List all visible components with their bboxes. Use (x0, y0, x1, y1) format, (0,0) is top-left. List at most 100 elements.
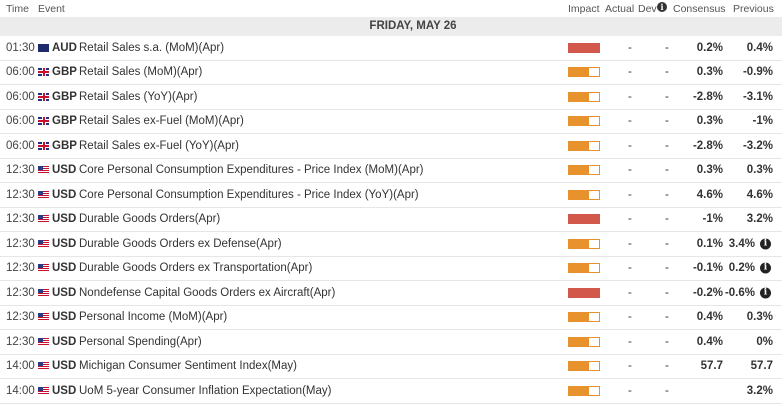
event-time: 12:30 (6, 286, 35, 299)
consensus-value: 0.3% (696, 66, 723, 79)
deviation-value: - (665, 384, 669, 397)
consensus-value: -0.1% (692, 262, 723, 275)
actual-value: - (628, 213, 632, 226)
event-time: 12:30 (6, 237, 35, 250)
event-time: 14:00 (6, 360, 35, 373)
event-row[interactable]: 12:30 USD Core Personal Consumption Expend… (0, 159, 782, 183)
deviation-value: - (665, 311, 669, 324)
column-header: Dev (638, 3, 657, 15)
impact-indicator (568, 336, 600, 347)
event-row[interactable]: 14:00 USD Michigan Consumer Sentiment Inde… (0, 355, 782, 379)
previous-value: 0.4% (746, 41, 773, 54)
previous-value: 0.2% (728, 262, 755, 275)
currency: USD (52, 360, 77, 373)
previous-value: -1% (752, 115, 773, 128)
event-time: 06:00 (6, 90, 35, 103)
event-name[interactable]: Retail Sales ex-Fuel (MoM)(Apr) (79, 115, 244, 128)
event-name[interactable]: Retail Sales (MoM)(Apr) (79, 66, 203, 79)
event-name[interactable]: Durable Goods Orders ex Transportation(A… (79, 262, 313, 275)
event-time: 12:30 (6, 164, 35, 177)
event-name[interactable]: Nondefense Capital Goods Orders ex Aircr… (79, 286, 336, 299)
info-icon[interactable]: i (657, 2, 667, 12)
currency: GBP (52, 139, 77, 152)
event-row[interactable]: 06:00 GBP Retail Sales ex-Fuel (YoY)(Apr) -… (0, 134, 782, 159)
deviation-value: - (665, 66, 669, 79)
consensus-value: 0.4% (696, 335, 723, 348)
event-time: 12:30 (6, 335, 35, 348)
impact-indicator (568, 238, 600, 249)
actual-value: - (628, 286, 632, 299)
currency: USD (52, 262, 77, 275)
actual-value: - (628, 115, 632, 128)
event-name[interactable]: Retail Sales s.a. (MoM)(Apr) (79, 41, 225, 54)
actual-value: - (628, 90, 632, 103)
event-row[interactable]: 12:30 USD Durable Goods Orders ex Defense(… (0, 232, 782, 257)
column-header: Event (38, 3, 65, 15)
event-row[interactable]: 06:00 GBP Retail Sales (YoY)(Apr) - - -2.8% -3… (0, 85, 782, 110)
event-name[interactable]: Personal Spending(Apr) (79, 335, 202, 348)
event-name[interactable]: Retail Sales (YoY)(Apr) (79, 90, 198, 103)
currency: USD (52, 286, 77, 299)
column-header: Impact (568, 3, 600, 15)
date-label: FRIDAY, MAY 26 (369, 20, 457, 32)
deviation-value: - (665, 90, 669, 103)
event-row[interactable]: 14:00 USD UoM 5-year Consumer Inflation Ex… (0, 379, 782, 404)
revision-info-icon[interactable]: i (760, 238, 771, 250)
event-time: 12:30 (6, 213, 35, 226)
event-name[interactable]: Michigan Consumer Sentiment Index(May) (79, 360, 297, 373)
date-row: FRIDAY, MAY 26 (0, 17, 782, 36)
impact-indicator (568, 67, 600, 78)
event-row[interactable]: 01:30 AUD Retail Sales s.a. (MoM)(Apr) - - 0.… (0, 36, 782, 61)
event-row[interactable]: 12:30 USD Durable Goods Orders(Apr) - - -1% 3.… (0, 208, 782, 232)
currency: GBP (52, 90, 77, 103)
previous-value: 4.6% (746, 188, 773, 201)
impact-indicator (568, 287, 600, 298)
header: Time Event Impact Actual Dev i Consensus… (0, 0, 782, 17)
deviation-value: - (665, 286, 669, 299)
event-row[interactable]: 12:30 USD Personal Spending(Apr) - - 0.4% 0% (0, 330, 782, 355)
event-time: 06:00 (6, 66, 35, 79)
column-header: Actual (605, 3, 635, 15)
impact-indicator (568, 361, 600, 372)
impact-indicator (568, 91, 600, 102)
event-name[interactable]: Durable Goods Orders(Apr) (79, 213, 221, 226)
previous-value: -0.6% (724, 286, 755, 299)
currency: USD (52, 311, 77, 324)
event-row[interactable]: 06:00 GBP Retail Sales ex-Fuel (MoM)(Apr) -… (0, 110, 782, 134)
impact-indicator (568, 214, 600, 225)
deviation-value: - (665, 164, 669, 177)
event-time: 06:00 (6, 115, 35, 128)
revision-info-icon[interactable]: i (760, 262, 771, 274)
event-name[interactable]: UoM 5-year Consumer Inflation Expectatio… (79, 384, 332, 397)
consensus-value: 0.1% (696, 237, 723, 250)
actual-value: - (628, 360, 632, 373)
revision-info-icon[interactable]: i (760, 287, 771, 299)
currency-flag (38, 288, 49, 297)
event-row[interactable]: 06:00 GBP Retail Sales (MoM)(Apr) - - 0.3% -0.… (0, 61, 782, 85)
actual-value: - (628, 188, 632, 201)
event-name[interactable]: Durable Goods Orders ex Defense(Apr) (79, 237, 282, 250)
event-name[interactable]: Retail Sales ex-Fuel (YoY)(Apr) (79, 139, 239, 152)
impact-indicator (568, 116, 600, 127)
consensus-value: 57.7 (700, 360, 723, 373)
column-header: Previous (733, 3, 774, 15)
previous-value: 3.2% (746, 384, 773, 397)
actual-value: - (628, 335, 632, 348)
event-name[interactable]: Core Personal Consumption Expenditures -… (79, 164, 424, 177)
event-name[interactable]: Personal Income (MoM)(Apr) (79, 311, 228, 324)
event-name[interactable]: Core Personal Consumption Expenditures -… (79, 188, 419, 201)
currency-flag (38, 190, 49, 199)
consensus-value: -2.8% (692, 139, 723, 152)
previous-value: 3.4% (728, 237, 755, 250)
event-row[interactable]: 12:30 USD Nondefense Capital Goods Orders … (0, 281, 782, 306)
event-row[interactable]: 12:30 USD Personal Income (MoM)(Apr) - - 0.4%… (0, 306, 782, 330)
event-row[interactable]: 12:30 USD Durable Goods Orders ex Transpor… (0, 257, 782, 281)
currency-flag (38, 313, 49, 322)
impact-indicator (568, 385, 600, 396)
event-row[interactable]: 12:30 USD Core Personal Consumption Expend… (0, 183, 782, 208)
deviation-value: - (665, 139, 669, 152)
actual-value: - (628, 66, 632, 79)
previous-value: 0% (756, 335, 773, 348)
currency: USD (52, 237, 77, 250)
